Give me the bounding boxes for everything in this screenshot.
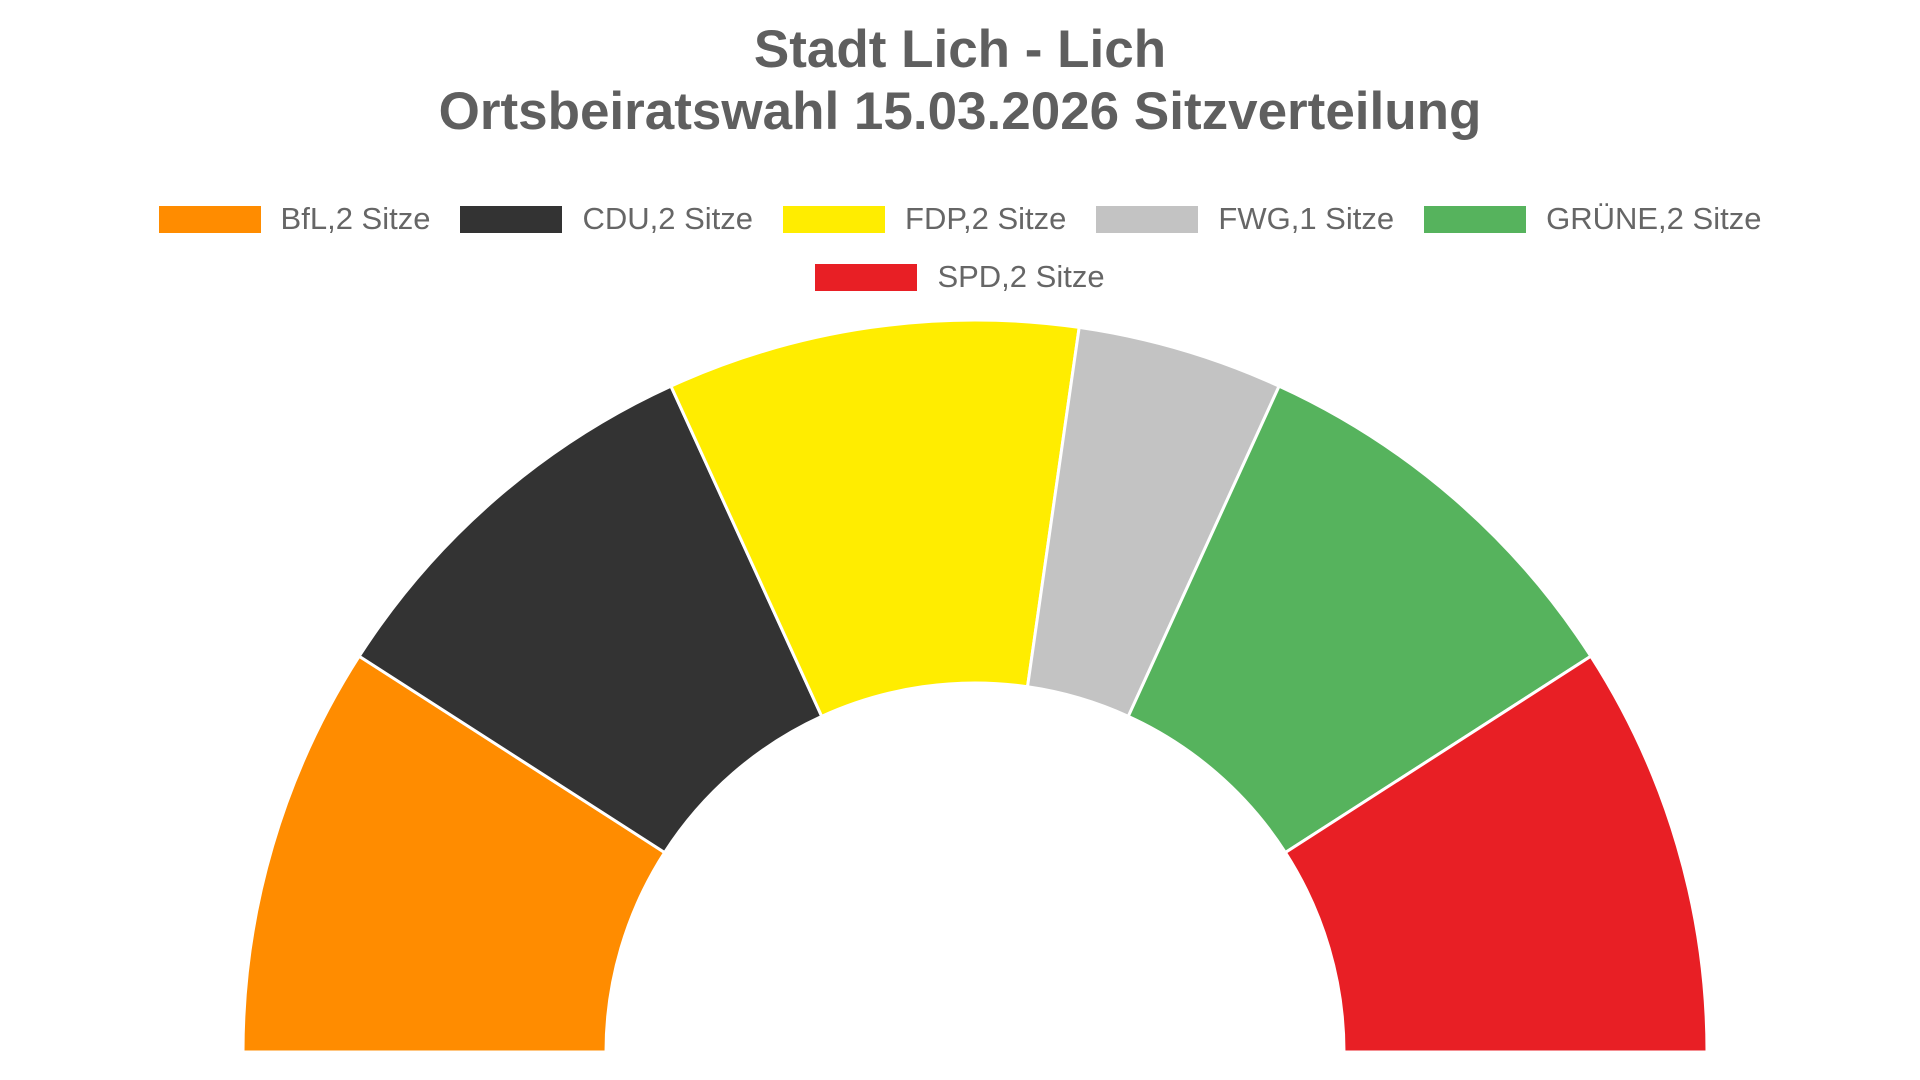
slice-spd[interactable] [1283, 654, 1709, 1054]
slice-cdu[interactable] [357, 384, 824, 855]
chart-slices [241, 318, 1709, 1054]
legend-item-cdu[interactable]: CDU,2 Sitze [460, 201, 753, 237]
legend-item-gruene[interactable]: GRÜNE,2 Sitze [1424, 201, 1761, 237]
slice-gruene[interactable] [1126, 384, 1593, 855]
legend-item-fdp[interactable]: FDP,2 Sitze [783, 201, 1066, 237]
legend-row-1: BfL,2 Sitze CDU,2 Sitze FDP,2 Sitze FWG,… [0, 190, 1920, 248]
chart-title-line1: Stadt Lich - Lich [753, 20, 1167, 79]
legend-label-gruene: GRÜNE,2 Sitze [1546, 201, 1762, 236]
chart-title-line2: Ortsbeiratswahl 15.03.2026 Sitzverteilun… [438, 82, 1482, 141]
legend-swatch-fwg [1096, 205, 1199, 233]
legend-swatch-cdu [460, 205, 563, 233]
legend-item-bfl[interactable]: BfL,2 Sitze [158, 201, 431, 237]
slice-fdp[interactable] [668, 318, 1081, 719]
legend-swatch-spd [815, 263, 918, 291]
legend-row-2: SPD,2 Sitze [0, 248, 1920, 306]
legend-label-spd: SPD,2 Sitze [937, 259, 1105, 294]
legend-label-cdu: CDU,2 Sitze [582, 201, 754, 236]
slice-bfl[interactable] [241, 654, 667, 1054]
legend-label-bfl: BfL,2 Sitze [280, 201, 431, 236]
legend-swatch-gruene [1424, 205, 1527, 233]
legend: BfL,2 Sitze CDU,2 Sitze FDP,2 Sitze FWG,… [0, 190, 1920, 306]
legend-label-fdp: FDP,2 Sitze [905, 201, 1067, 236]
legend-item-fwg[interactable]: FWG,1 Sitze [1096, 201, 1394, 237]
legend-swatch-fdp [783, 205, 886, 233]
legend-label-fwg: FWG,1 Sitze [1218, 201, 1395, 236]
legend-swatch-bfl [158, 205, 261, 233]
legend-item-spd[interactable]: SPD,2 Sitze [815, 259, 1105, 295]
